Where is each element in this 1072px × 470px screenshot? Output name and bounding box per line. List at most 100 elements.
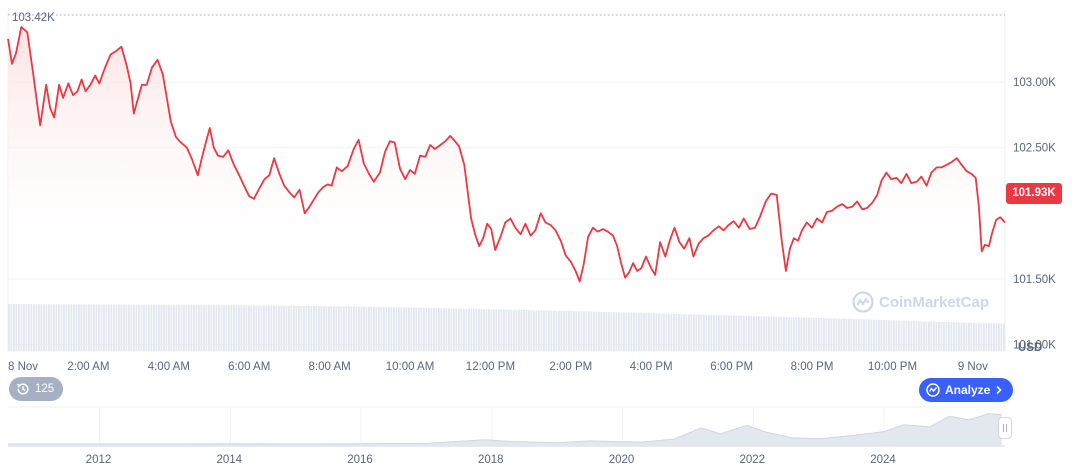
volume-bar [780,316,783,351]
volume-bar [395,307,398,351]
range-handle[interactable] [998,417,1012,439]
volume-bar [915,321,918,351]
x-tick-label: 8:00 PM [791,361,834,373]
volume-bar [883,320,885,351]
volume-bar [728,315,730,351]
volume-bar [818,317,820,351]
history-button[interactable]: 125 [9,377,64,401]
price-area [8,27,1005,282]
volume-bar [715,315,718,351]
volume-bar [928,321,930,351]
volume-bar [533,310,535,351]
volume-bar [65,304,68,351]
volume-bar [83,304,85,351]
volume-bar [75,304,78,351]
volume-bar [618,312,620,351]
volume-bar [648,313,650,351]
volume-bar [820,318,823,351]
volume-bar [328,306,330,351]
navigator-area [8,413,1002,446]
volume-bar [723,315,725,351]
analyze-button[interactable]: Analyze [919,378,1014,402]
x-tick-label: 10:00 AM [386,361,435,373]
volume-bar [493,309,495,351]
volume-bar [995,323,998,351]
volume-bar [403,307,405,351]
volume-bar [33,304,35,351]
volume-bar [845,318,848,351]
volume-bar [255,305,258,351]
volume-bar [748,316,750,351]
volume-bar [365,306,368,351]
volume-bar [475,308,478,351]
volume-bar [703,314,705,351]
volume-bar [43,304,45,351]
volume-bar [960,322,963,351]
volume-bar [440,308,443,351]
volume-bar [770,316,773,351]
volume-bar [868,319,870,351]
volume-bar [345,306,348,351]
y-axis: 103.00K 102.50K 101.50K 101.00K [1013,77,1056,351]
volume-bar [843,318,845,351]
volume-bar [413,307,415,351]
volume-bar [858,319,860,351]
volume-bar [268,305,270,351]
volume-bar [40,304,43,351]
volume-bar [870,319,873,351]
volume-bar [705,314,708,351]
volume-bar [965,322,968,351]
volume-bar [165,304,168,351]
volume-bar [788,317,790,351]
volume-bar [903,320,905,351]
volume-bar [553,310,555,351]
volume-bar [298,305,300,351]
volume-bar [848,318,850,351]
volume-bar [760,316,763,351]
volume-bar [445,308,448,351]
volume-bar [833,318,835,351]
volume-bar [675,313,678,351]
volume-bar [595,311,598,351]
volume-bar [273,305,275,351]
volume-bar [623,312,625,351]
volume-bar [465,308,468,351]
volume-bar [120,304,123,351]
volume-bar [488,309,490,351]
x-tick-label: 6:00 PM [710,361,753,373]
volume-bar [725,315,728,351]
volume-bar [653,313,655,351]
x-tick-label: 12:00 PM [466,361,515,373]
volume-bar [673,313,675,351]
volume-bar [913,321,915,351]
volume-bar [593,311,595,351]
volume-bar [665,313,668,351]
volume-bar [898,320,900,351]
volume-bar [578,311,580,351]
volume-bar [463,308,465,351]
volume-bar [935,321,938,351]
volume-bar [498,309,500,351]
volume-bar [525,310,528,351]
volume-bar [258,305,260,351]
volume-bar [640,312,643,351]
volume-bar [285,305,288,351]
volume-bar [955,322,958,351]
volume-bar [743,315,745,351]
volume-bar [738,315,740,351]
volume-bar [35,304,38,351]
range-navigator[interactable] [8,406,1005,447]
volume-bar [450,308,453,351]
volume-bar [148,304,150,351]
volume-bar [470,308,473,351]
price-area-fill [8,27,1005,282]
volume-bar [803,317,805,351]
volume-bar [718,315,720,351]
volume-bar [878,319,880,351]
coinmarketcap-logo-icon [852,291,874,313]
volume-bar [388,307,390,351]
volume-bar [510,309,513,351]
volume-bar [60,304,63,351]
volume-bar [690,314,693,351]
